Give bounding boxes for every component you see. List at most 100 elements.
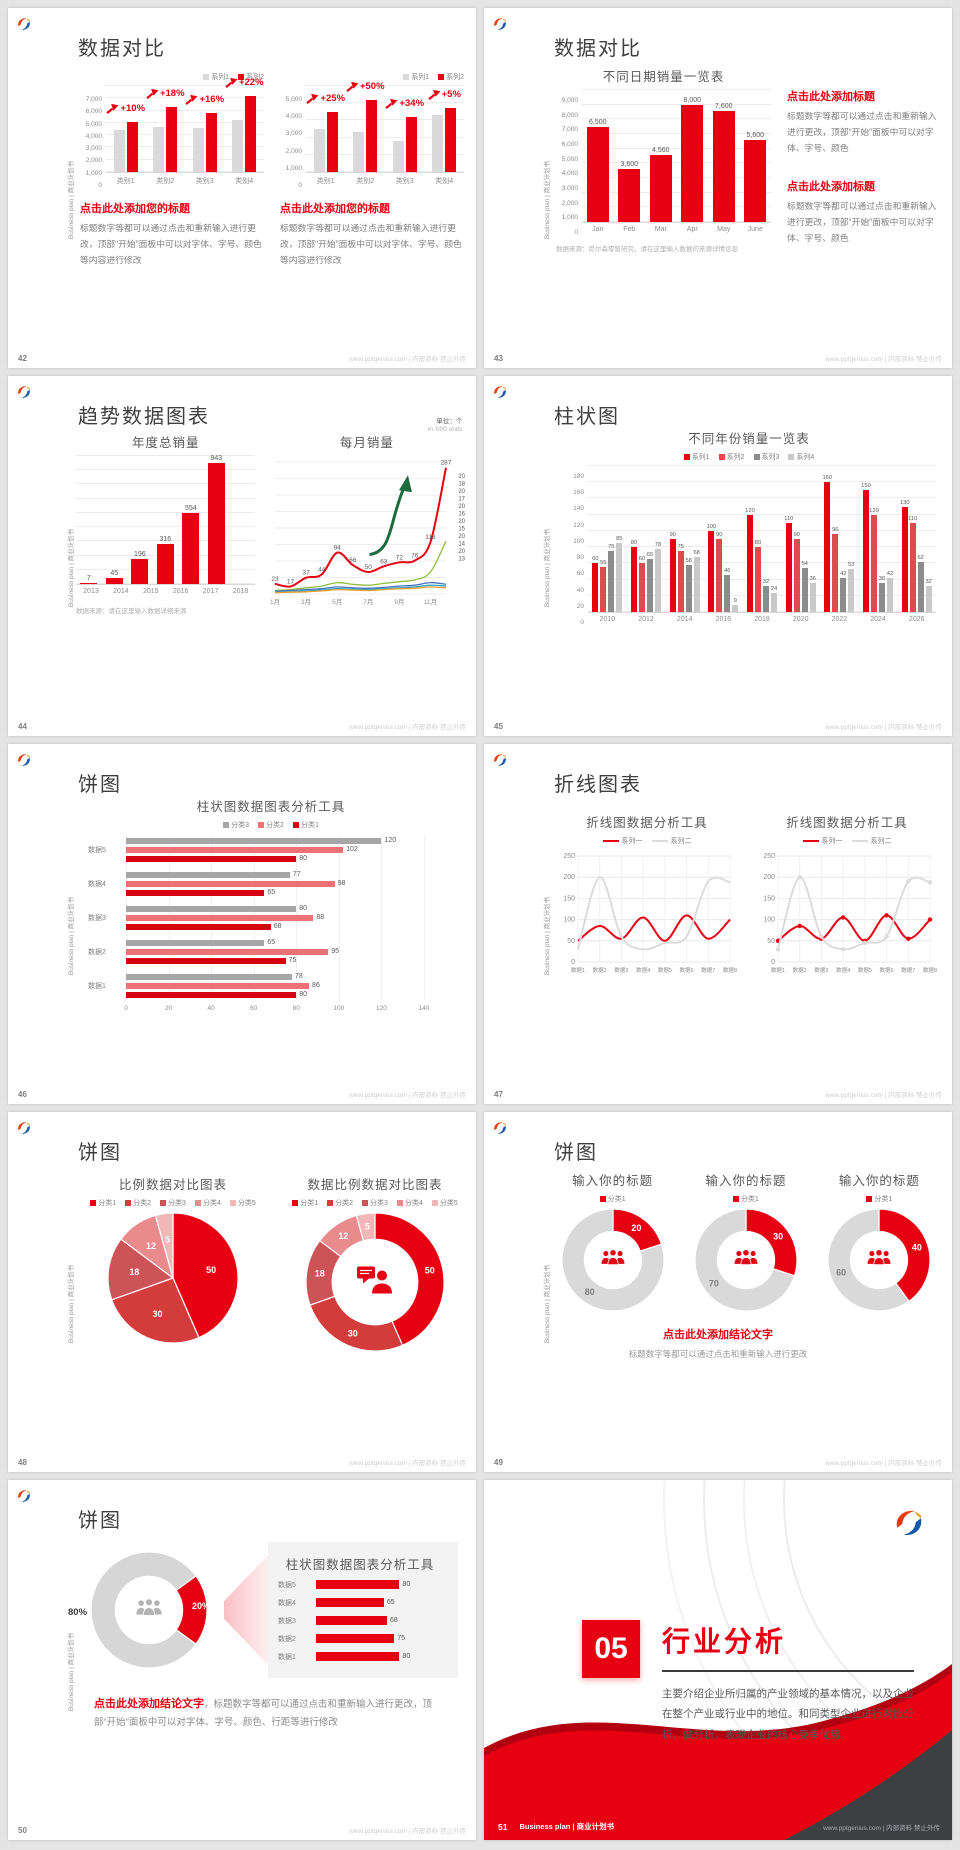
svg-text:60: 60 bbox=[836, 1267, 846, 1277]
people-group-icon bbox=[865, 1248, 893, 1272]
horizontal-grouped-bar-chart: 柱状图数据图表分析工具 分类3 分类2 分类1 数据5 120 102 80 数据4 77 98 65… bbox=[88, 800, 430, 1012]
slide-title: 柱状图 bbox=[554, 406, 620, 428]
donut-label-80: 80% bbox=[68, 1607, 88, 1618]
slide-title: 折线图表 bbox=[554, 774, 642, 796]
svg-text:16: 16 bbox=[459, 512, 466, 518]
slide-title: 数据对比 bbox=[554, 38, 642, 60]
donut-chart-1: 输入你的标题 分类1 20 80 bbox=[552, 1170, 673, 1312]
ratio-donut-chart: 数据比例数据对比图表 分类1 分类2 分类3 分类4 分类5 50 30 18 12 5 bbox=[286, 1174, 464, 1352]
footer-url: www.pptgenius.com | 内部资料 禁止外传 bbox=[349, 724, 466, 731]
svg-text:5月: 5月 bbox=[333, 598, 343, 606]
svg-text:数据3: 数据3 bbox=[614, 966, 628, 974]
section-description: 主要介绍企业所归属的产业领域的基本情况，以及企业在整个产业或行业中的地位。和同类… bbox=[662, 1688, 914, 1741]
svg-text:数据1: 数据1 bbox=[771, 966, 785, 974]
svg-text:7月: 7月 bbox=[364, 598, 374, 606]
svg-text:50: 50 bbox=[206, 1265, 216, 1275]
footer-url: www.pptgenius.com | 内部资料 禁止外传 bbox=[349, 1460, 466, 1467]
page-number: 46 bbox=[18, 1090, 27, 1099]
comparison-bar-chart-left: 系列1 系列2 0 1,000 2,000 3,000 4,000 5,000 6,000 7,0… bbox=[85, 74, 264, 189]
svg-text:数据4: 数据4 bbox=[836, 966, 850, 974]
svg-text:150: 150 bbox=[763, 895, 775, 902]
svg-text:13: 13 bbox=[459, 557, 466, 563]
svg-text:37: 37 bbox=[303, 570, 311, 577]
svg-text:12: 12 bbox=[146, 1241, 156, 1251]
slide-title: 饼图 bbox=[78, 1142, 122, 1164]
svg-text:70: 70 bbox=[709, 1278, 719, 1288]
page-number: 47 bbox=[494, 1090, 503, 1099]
footer-url: www.pptgenius.com | 内部资料 禁止外传 bbox=[825, 1092, 942, 1099]
svg-text:100: 100 bbox=[563, 917, 575, 924]
svg-text:30: 30 bbox=[348, 1328, 358, 1338]
conclusion-paragraph: 点击此处添加结论文字，标题数字等都可以通过点击和重新输入进行更改，顶部“开始”面… bbox=[94, 1694, 436, 1732]
page-number: 45 bbox=[494, 722, 503, 731]
conclusion-heading: 点击此处添加结论文字 bbox=[94, 1698, 204, 1710]
svg-text:12: 12 bbox=[338, 1231, 348, 1241]
svg-text:0: 0 bbox=[571, 959, 575, 966]
svg-text:5: 5 bbox=[365, 1222, 370, 1232]
slide-48[interactable]: Business plan | 商业计划书 饼图 比例数据对比图表 分类1 分类2 分… bbox=[8, 1112, 476, 1472]
footer-url: www.pptgenius.com | 内部资料 禁止外传 bbox=[823, 1825, 940, 1832]
section-heading: 点击此处添加标题 bbox=[787, 181, 876, 194]
cover-background-decor bbox=[484, 1480, 952, 1840]
sidebar-vertical-text: Business plan | 商业计划书 bbox=[68, 1265, 75, 1344]
brand-logo-icon bbox=[18, 386, 30, 398]
slide-44[interactable]: Business plan | 商业计划书 趋势数据图表 年度总销量 7 45 196… bbox=[8, 376, 476, 736]
analysis-panel: 柱状图数据图表分析工具 数据5 80 数据4 65 数据3 68 数据2 75 数据1 80 bbox=[268, 1542, 458, 1678]
donut-label-20: 20% bbox=[191, 1601, 210, 1611]
percentage-donut-chart: 80% 20% bbox=[68, 1551, 224, 1669]
slide-49[interactable]: Business plan | 商业计划书 饼图 输入你的标题 分类1 20 80 输… bbox=[484, 1112, 952, 1472]
slide-50[interactable]: Business plan | 商业计划书 饼图 80% 20% 柱状图数据图表… bbox=[8, 1480, 476, 1840]
svg-text:50: 50 bbox=[425, 1266, 435, 1276]
page-number: 49 bbox=[494, 1458, 503, 1467]
svg-text:14: 14 bbox=[459, 542, 466, 548]
svg-text:数据1: 数据1 bbox=[571, 966, 585, 974]
slide-42[interactable]: Business plan | 商业计划书 数据对比 系列1 系列2 0 1,000 2… bbox=[8, 8, 476, 368]
svg-text:20: 20 bbox=[631, 1223, 641, 1233]
svg-text:3月: 3月 bbox=[301, 598, 311, 606]
svg-text:200: 200 bbox=[563, 874, 575, 881]
svg-text:20: 20 bbox=[459, 504, 466, 510]
slide-51[interactable]: 05 行业分析 主要介绍企业所归属的产业领域的基本情况，以及企业在整个产业或行业… bbox=[484, 1480, 952, 1840]
callout-shape bbox=[224, 1555, 268, 1665]
svg-text:数据7: 数据7 bbox=[701, 966, 715, 974]
svg-text:50: 50 bbox=[567, 938, 575, 945]
footer-url: www.pptgenius.com | 内部资料 禁止外传 bbox=[349, 1092, 466, 1099]
sidebar-vertical-text: Business plan | 商业计划书 bbox=[544, 897, 551, 976]
people-group-icon bbox=[134, 1597, 164, 1623]
slide-47[interactable]: Business plan | 商业计划书 折线图表 折线图数据分析工具 系列一系… bbox=[484, 744, 952, 1104]
page-number: 43 bbox=[494, 354, 503, 363]
brand-logo-icon bbox=[18, 18, 30, 30]
slide-title: 趋势数据图表 bbox=[78, 406, 210, 428]
annual-sales-bar-chart: 年度总销量 7 45 196 316 554 943 2013 2014 2015 2016 2017… bbox=[76, 432, 256, 595]
page-number: 48 bbox=[18, 1458, 27, 1467]
footer-url: www.pptgenius.com | 内部资料 禁止外传 bbox=[825, 1460, 942, 1467]
slide-title: 数据对比 bbox=[78, 38, 166, 60]
footer-url: www.pptgenius.com | 内部资料 禁止外传 bbox=[825, 356, 942, 363]
conclusion-heading: 点击此处添加结论文字 bbox=[663, 1329, 773, 1341]
footer-url: www.pptgenius.com | 内部资料 禁止外传 bbox=[825, 724, 942, 731]
data-source-note: 数据来源：尼尔森零售研究，请在这里输入数据的来源详情信息 bbox=[556, 246, 738, 253]
brand-logo-icon bbox=[494, 386, 506, 398]
slide-45[interactable]: Business plan | 商业计划书 柱状图 不同年份销量一览表 系列1 系列… bbox=[484, 376, 952, 736]
svg-text:44: 44 bbox=[318, 567, 326, 574]
person-chat-icon bbox=[355, 1265, 395, 1300]
section-number-badge: 05 bbox=[582, 1620, 640, 1678]
footer-url: www.pptgenius.com | 内部资料 禁止外传 bbox=[349, 1828, 466, 1835]
line-chart-right: 折线图数据分析工具 系列一 系列二 0 50 100 150 200 250 数据1 数据2 数据3 数… bbox=[763, 816, 938, 974]
svg-text:20: 20 bbox=[459, 489, 466, 495]
data-source-note: 数据来源：请在这里输入数据详细来源 bbox=[76, 608, 187, 615]
svg-text:30: 30 bbox=[152, 1309, 162, 1319]
section-body: 标题数字等都可以通过点击和重新输入进行更改，顶部“开始”面板中可以对字体、字号、… bbox=[280, 223, 462, 265]
svg-text:76: 76 bbox=[412, 553, 420, 560]
svg-text:200: 200 bbox=[763, 874, 775, 881]
svg-text:数据7: 数据7 bbox=[901, 966, 915, 974]
svg-text:数据4: 数据4 bbox=[636, 966, 650, 974]
sidebar-vertical-text: Business plan | 商业计划书 bbox=[544, 529, 551, 608]
slide-43[interactable]: Business plan | 商业计划书 数据对比 不同日期销量一览表 0 1,0… bbox=[484, 8, 952, 368]
page-number: 44 bbox=[18, 722, 27, 731]
svg-text:40: 40 bbox=[912, 1243, 922, 1253]
slide-46[interactable]: Business plan | 商业计划书 饼图 柱状图数据图表分析工具 分类3 分… bbox=[8, 744, 476, 1104]
svg-text:18: 18 bbox=[459, 482, 466, 488]
section-body: 标题数字等都可以通过点击和重新输入进行更改，顶部“开始”面板中可以对字体、字号、… bbox=[80, 223, 262, 265]
